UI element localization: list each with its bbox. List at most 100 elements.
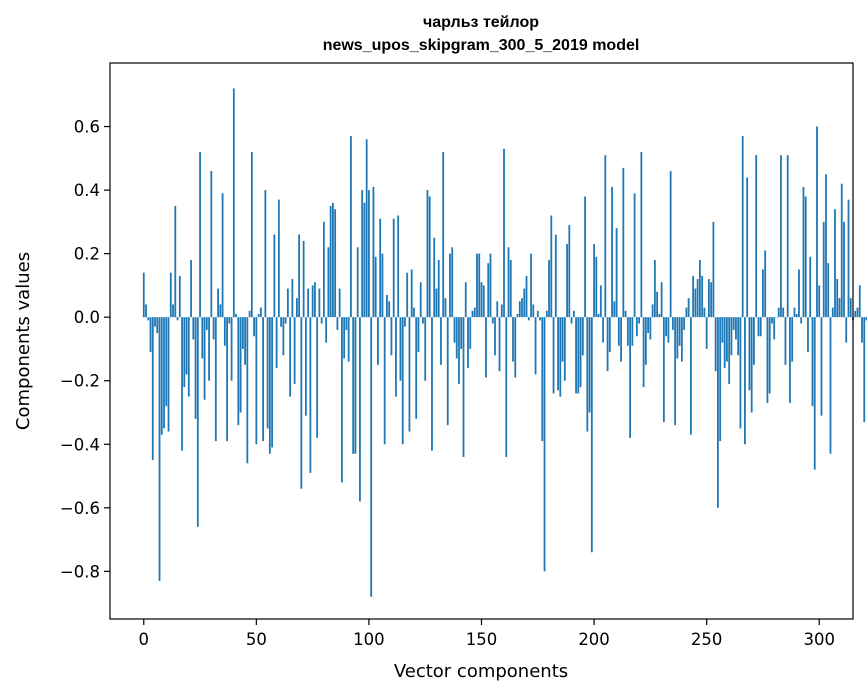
- bar-component-78: [318, 288, 321, 318]
- bar-component-178: [543, 317, 546, 572]
- bar-component-305: [829, 317, 832, 454]
- bar-component-46: [246, 317, 249, 464]
- y-axis-ticks: −0.8 −0.6 −0.4 −0.2 0.0 0.2 0.4 0.6: [60, 118, 110, 581]
- bar-component-299: [816, 126, 818, 318]
- bar-component-156: [494, 317, 496, 356]
- bar-component-223: [644, 317, 647, 365]
- bar-component-95: [356, 247, 359, 318]
- chart-title-line-2: news_upos_skipgram_300_5_2019 model: [323, 37, 640, 54]
- bar-component-293: [802, 186, 805, 318]
- bar-component-50: [255, 317, 258, 445]
- bar-component-222: [642, 317, 645, 388]
- bar-component-32: [214, 317, 217, 442]
- bar-component-238: [678, 317, 681, 346]
- bar-component-205: [604, 155, 607, 318]
- bar-component-262: [732, 317, 735, 330]
- bar-component-71: [302, 240, 305, 318]
- bar-component-3: [149, 317, 152, 353]
- bar-component-131: [437, 259, 440, 318]
- bar-component-218: [633, 193, 636, 318]
- bar-component-114: [399, 317, 402, 381]
- bar-component-225: [649, 317, 652, 340]
- bar-component-30: [210, 171, 213, 318]
- bar-component-118: [408, 317, 411, 432]
- bar-component-40: [232, 88, 235, 318]
- bar-component-11: [167, 317, 170, 432]
- bar-component-74: [309, 317, 312, 473]
- bar-component-148: [476, 253, 478, 318]
- bar-component-255: [717, 317, 719, 508]
- bar-component-213: [622, 167, 625, 318]
- bar-component-29: [208, 317, 210, 381]
- y-tick-label: −0.6: [60, 499, 100, 518]
- bar-component-188: [566, 244, 568, 318]
- bar-component-278: [768, 317, 771, 394]
- bar-component-296: [809, 256, 812, 318]
- bar-component-186: [561, 317, 564, 362]
- bar-component-171: [527, 317, 530, 321]
- bar-component-149: [478, 253, 481, 318]
- bar-component-68: [295, 298, 298, 318]
- bar-component-207: [608, 317, 611, 353]
- x-tick-label: 150: [466, 630, 498, 649]
- bar-component-314: [849, 298, 852, 318]
- bar-component-240: [683, 317, 686, 330]
- bar-component-162: [507, 247, 510, 318]
- bar-component-26: [201, 317, 204, 359]
- bar-component-58: [273, 234, 276, 318]
- bar-component-187: [563, 317, 566, 381]
- bar-component-211: [617, 317, 620, 346]
- x-axis-label: Vector components: [394, 661, 568, 682]
- bar-component-292: [800, 317, 803, 324]
- bar-component-288: [791, 317, 794, 362]
- bar-component-192: [575, 317, 577, 394]
- bar-component-101: [370, 317, 373, 597]
- x-axis-ticks: 0 50 100 150 200 250 300: [139, 619, 835, 649]
- bar-component-153: [487, 263, 490, 318]
- bar-component-4: [151, 317, 154, 461]
- bar-component-31: [212, 317, 215, 340]
- bar-component-120: [413, 307, 415, 318]
- bar-component-123: [419, 282, 422, 318]
- bar-component-77: [316, 317, 319, 438]
- bar-component-176: [539, 317, 541, 321]
- bar-component-152: [485, 317, 487, 378]
- bar-component-226: [651, 304, 654, 318]
- bar-component-229: [658, 313, 661, 318]
- bar-component-246: [696, 279, 699, 318]
- bar-component-167: [518, 301, 521, 318]
- y-tick-label: 0.4: [74, 181, 100, 200]
- bar-component-256: [719, 317, 722, 442]
- bar-component-311: [843, 221, 845, 318]
- y-tick-label: 0.0: [74, 308, 100, 327]
- bar-component-172: [530, 253, 532, 318]
- bar-component-216: [629, 317, 631, 438]
- bar-component-154: [489, 253, 492, 318]
- bar-component-198: [588, 317, 591, 413]
- bar-component-201: [595, 256, 598, 318]
- y-tick-label: 0.6: [74, 118, 100, 137]
- bar-component-87: [338, 288, 341, 318]
- bar-component-217: [631, 317, 634, 346]
- bar-component-290: [795, 313, 798, 318]
- bar-component-304: [827, 263, 830, 318]
- bar-component-231: [662, 317, 665, 423]
- bar-component-227: [653, 259, 656, 318]
- bar-component-106: [381, 253, 384, 318]
- bar-component-169: [523, 288, 526, 318]
- bar-component-261: [730, 317, 733, 356]
- y-tick-label: −0.2: [60, 372, 100, 391]
- bar-component-313: [847, 199, 850, 318]
- bar-component-1: [145, 304, 147, 318]
- bar-component-18: [183, 317, 186, 388]
- bar-component-157: [496, 301, 499, 318]
- bar-component-254: [714, 317, 717, 372]
- bar-component-259: [726, 317, 728, 362]
- y-tick-label: 0.2: [74, 245, 100, 264]
- bar-component-16: [178, 275, 181, 318]
- bar-component-166: [516, 313, 519, 318]
- bar-component-228: [656, 291, 659, 318]
- bar-component-89: [343, 317, 346, 359]
- bar-component-53: [262, 317, 264, 442]
- bar-component-137: [451, 247, 454, 318]
